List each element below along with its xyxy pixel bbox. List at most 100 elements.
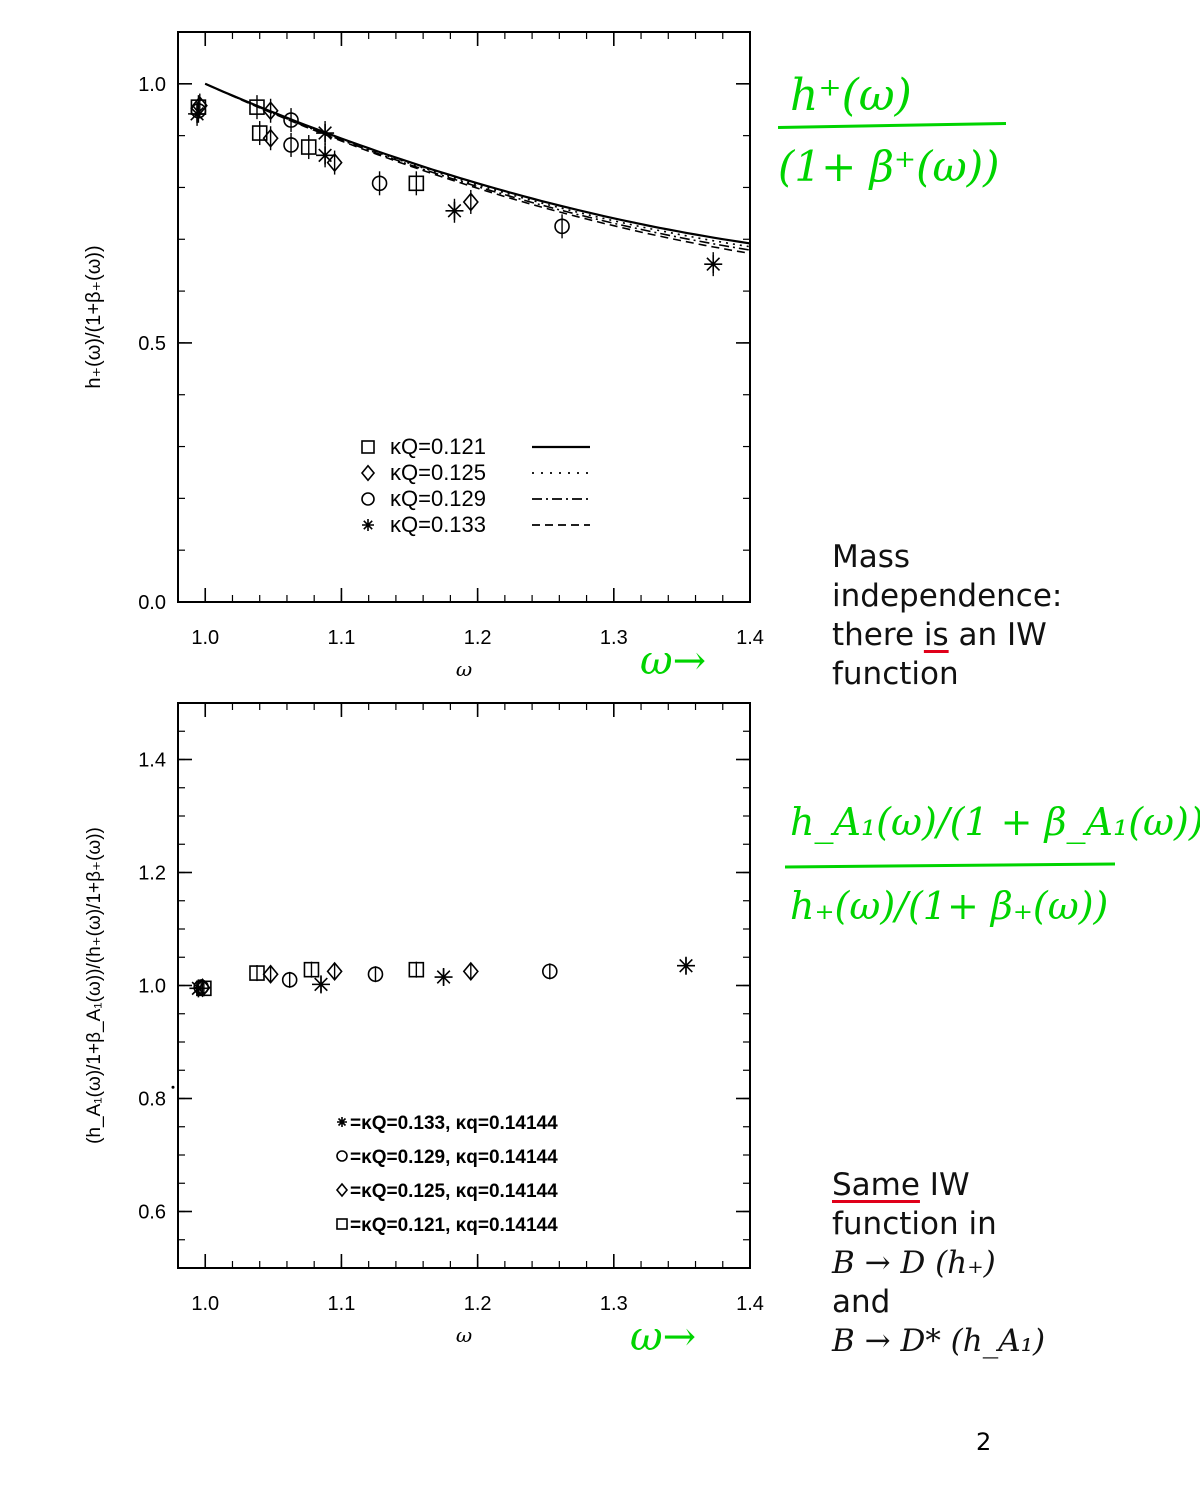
data-point-diamond — [462, 192, 479, 212]
data-point-diamond — [262, 128, 279, 148]
handwritten-one-plus-beta: (1+ β⁺(ω)) — [778, 142, 1000, 191]
fit-curve-dashed — [204, 83, 751, 255]
fit-curve-dotted — [204, 83, 751, 248]
x-tick-label: 1.0 — [191, 627, 219, 649]
data-point-square — [249, 99, 265, 115]
y-tick-label: 0.5 — [138, 333, 166, 355]
x-tick-label: 1.1 — [328, 627, 356, 649]
data-point-diamond — [262, 964, 279, 984]
data-point-diamond — [335, 1182, 349, 1198]
y-tick-label: 1.0 — [138, 74, 166, 96]
data-point-diamond — [326, 961, 343, 982]
plot-frame — [177, 31, 751, 603]
series-square — [196, 961, 425, 997]
handwritten-omega-arrow: ω→ — [640, 638, 707, 684]
same-iw-note: Same IW function in B → D (h₊) and B → D… — [832, 1166, 1045, 1361]
note-line: independence: — [832, 578, 1063, 614]
y-axis-label: h₊(ω)/(1+β₊(ω)) — [83, 245, 105, 388]
data-point-square — [249, 965, 265, 981]
data-point-diamond — [194, 978, 211, 998]
y-tick-label: 0.0 — [138, 592, 166, 614]
data-point-square — [361, 440, 375, 454]
series-circle — [190, 98, 570, 239]
x-axis-label: ω — [456, 1323, 472, 1347]
handwritten-h-plus: h⁺(ω) — [790, 70, 912, 121]
data-point-circle — [281, 972, 298, 988]
x-tick-label: 1.2 — [464, 1293, 492, 1315]
page-number: 2 — [976, 1428, 992, 1456]
note-line: and — [832, 1284, 891, 1320]
data-point-circle — [336, 1150, 348, 1162]
mass-independence-note: Mass independence: there is an IW functi… — [832, 538, 1062, 694]
fit-curve-dashdot — [204, 83, 751, 251]
data-point-circle — [190, 102, 207, 119]
series-asterisk — [189, 956, 695, 998]
data-point-square — [408, 961, 425, 978]
series-square — [190, 95, 425, 196]
data-point-circle — [367, 966, 384, 983]
series-asterisk — [188, 101, 723, 277]
x-tick-label: 1.4 — [736, 627, 764, 649]
legend-label: =κQ=0.133, κq=0.14144 — [350, 1113, 558, 1134]
note-line: Same IW — [832, 1167, 970, 1203]
legend-label: =κQ=0.125, κq=0.14144 — [350, 1181, 558, 1202]
data-point-square — [336, 1218, 348, 1230]
data-point-circle — [554, 218, 570, 235]
data-point-diamond — [262, 101, 279, 121]
data-point-asterisk — [188, 104, 207, 123]
data-point-square — [251, 125, 268, 141]
y-tick-label: 0.6 — [138, 1202, 166, 1224]
data-point-asterisk — [189, 979, 208, 998]
y-axis-label: (h_A₁(ω)/1+β_A₁(ω))/(h₊(ω)/1+β₊(ω)) — [84, 827, 105, 1144]
data-point-asterisk — [445, 201, 464, 220]
note-math-line: B → D* (h_A₁) — [832, 1323, 1046, 1359]
note-math-line: B → D (h₊) — [832, 1245, 996, 1281]
data-point-circle — [361, 492, 375, 506]
note-line: function — [832, 656, 959, 692]
data-point-square — [300, 139, 317, 155]
data-point-asterisk — [704, 255, 723, 274]
data-point-circle — [283, 137, 299, 153]
data-point-asterisk — [316, 124, 335, 143]
data-point-asterisk — [362, 519, 374, 531]
x-tick-label: 1.2 — [464, 627, 492, 649]
x-tick-label: 1.3 — [600, 627, 628, 649]
data-point-square — [196, 980, 212, 997]
data-point-circle — [541, 963, 558, 980]
data-point-square — [408, 175, 425, 192]
note-line: Mass — [832, 539, 911, 575]
series-diamond — [194, 961, 479, 998]
legend-label: κQ=0.129 — [390, 486, 486, 511]
note-line: function in — [832, 1206, 997, 1242]
handwritten-h-plus-ratio: h₊(ω)/(1+ β₊(ω)) — [790, 884, 1109, 928]
data-point-asterisk — [312, 975, 330, 994]
data-point-circle — [371, 175, 388, 192]
data-point-asterisk — [337, 1117, 347, 1127]
legend-label: κQ=0.125 — [390, 460, 486, 485]
stray-dot — [171, 1085, 175, 1089]
note-line: there is an IW — [832, 617, 1047, 653]
series-diamond — [191, 93, 479, 214]
x-tick-label: 1.4 — [736, 1293, 764, 1315]
handwritten-h-a1: h_A₁(ω)/(1 + β_A₁(ω)) — [790, 800, 1200, 844]
legend-label: κQ=0.121 — [390, 434, 486, 459]
legend-label: =κQ=0.121, κq=0.14144 — [350, 1215, 558, 1236]
data-point-circle — [283, 112, 299, 128]
y-tick-label: 1.0 — [138, 976, 166, 998]
data-point-asterisk — [434, 968, 453, 987]
data-point-square — [303, 961, 320, 978]
data-point-diamond — [462, 961, 479, 982]
emphasis-is: is — [923, 617, 949, 653]
legend: =κQ=0.133, κq=0.14144 =κQ=0.129, κq=0.141… — [335, 1113, 558, 1236]
y-tick-label: 0.8 — [138, 1089, 166, 1111]
y-tick-label: 1.4 — [138, 750, 166, 772]
legend-label: κQ=0.133 — [390, 512, 486, 537]
x-tick-label: 1.1 — [328, 1293, 356, 1315]
x-tick-label: 1.0 — [191, 1293, 219, 1315]
y-tick-label: 1.2 — [138, 863, 166, 885]
data-point-asterisk — [676, 956, 695, 975]
x-tick-label: 1.3 — [600, 1293, 628, 1315]
fit-curve-solid — [204, 82, 751, 245]
